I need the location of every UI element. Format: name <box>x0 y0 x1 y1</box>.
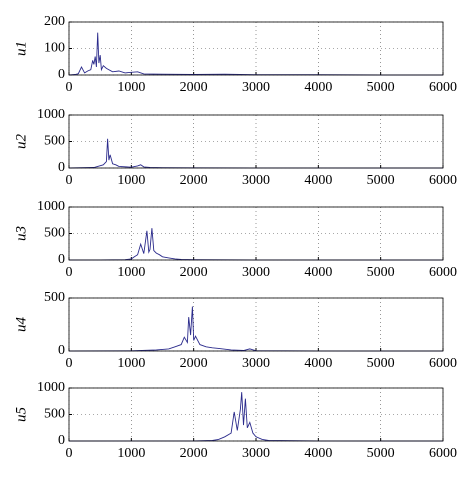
x-tick-label: 2000 <box>180 80 208 95</box>
x-tick-label: 3000 <box>242 173 270 188</box>
x-tick-label: 0 <box>66 265 73 280</box>
y-axis-label: u1 <box>13 41 29 56</box>
spectrum-line <box>68 32 443 76</box>
x-tick-label: 6000 <box>429 356 457 371</box>
y-tick-label: 1000 <box>37 107 65 122</box>
x-tick-label: 1000 <box>117 356 145 371</box>
plot-frame <box>68 387 444 442</box>
x-tick-label: 4000 <box>304 265 332 280</box>
y-tick-label: 500 <box>44 290 65 305</box>
x-tick-label: 1000 <box>117 265 145 280</box>
x-tick-label: 5000 <box>367 265 395 280</box>
x-tick-label: 5000 <box>367 80 395 95</box>
y-tick-label: 500 <box>44 407 65 422</box>
y-axis-label: u3 <box>13 226 29 241</box>
plot-frame <box>68 114 444 169</box>
y-tick-label: 0 <box>58 67 65 82</box>
y-tick-label: 0 <box>58 433 65 448</box>
y-tick-label: 1000 <box>37 199 65 214</box>
x-tick-label: 6000 <box>429 265 457 280</box>
plot-frame <box>68 21 444 76</box>
x-tick-label: 2000 <box>180 265 208 280</box>
x-tick-label: 3000 <box>242 356 270 371</box>
y-tick-label: 200 <box>44 14 65 29</box>
y-axis-label: u5 <box>13 407 29 423</box>
x-tick-label: 3000 <box>242 265 270 280</box>
y-tick-label: 0 <box>58 252 65 267</box>
plot-frame <box>68 297 444 352</box>
x-tick-label: 2000 <box>180 173 208 188</box>
x-tick-label: 1000 <box>117 173 145 188</box>
x-tick-label: 5000 <box>367 173 395 188</box>
x-tick-label: 6000 <box>429 80 457 95</box>
y-tick-label: 0 <box>58 160 65 175</box>
x-tick-label: 5000 <box>367 446 395 461</box>
x-tick-label: 0 <box>66 173 73 188</box>
x-tick-label: 6000 <box>429 173 457 188</box>
x-tick-label: 4000 <box>304 356 332 371</box>
spectrum-line <box>68 392 443 442</box>
x-tick-label: 2000 <box>180 446 208 461</box>
y-tick-label: 1000 <box>37 380 65 395</box>
x-tick-label: 4000 <box>304 173 332 188</box>
x-tick-label: 3000 <box>242 446 270 461</box>
y-axis-label: u2 <box>13 134 29 150</box>
y-tick-label: 500 <box>44 134 65 149</box>
plot-frame <box>68 206 444 261</box>
x-tick-label: 0 <box>66 80 73 95</box>
x-tick-label: 4000 <box>304 80 332 95</box>
y-axis-label: u4 <box>13 317 29 333</box>
x-tick-label: 2000 <box>180 356 208 371</box>
y-tick-label: 0 <box>58 343 65 358</box>
y-tick-label: 500 <box>44 226 65 241</box>
x-tick-label: 4000 <box>304 446 332 461</box>
x-tick-label: 3000 <box>242 80 270 95</box>
y-tick-label: 100 <box>44 41 65 56</box>
x-tick-label: 1000 <box>117 446 145 461</box>
x-tick-label: 6000 <box>429 446 457 461</box>
x-tick-label: 0 <box>66 356 73 371</box>
spectrum-line <box>68 306 443 352</box>
x-tick-label: 5000 <box>367 356 395 371</box>
x-tick-label: 1000 <box>117 80 145 95</box>
x-tick-label: 0 <box>66 446 73 461</box>
